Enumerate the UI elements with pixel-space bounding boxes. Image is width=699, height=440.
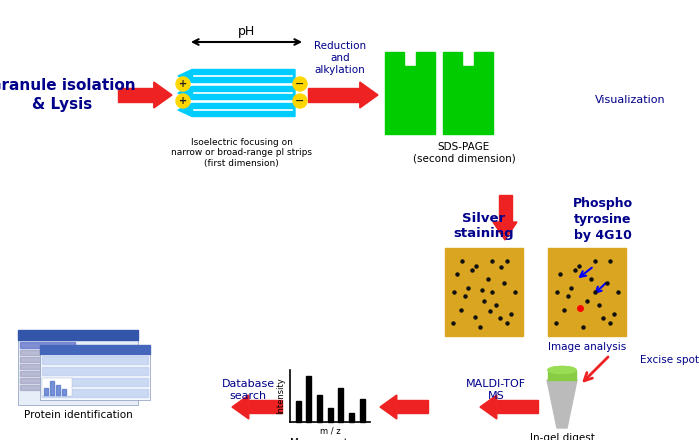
Polygon shape (154, 82, 172, 108)
Text: pH: pH (238, 26, 255, 38)
Bar (50, 381, 54, 395)
Circle shape (293, 94, 307, 108)
Polygon shape (547, 380, 577, 428)
Bar (42, 378, 72, 396)
Bar (306, 376, 311, 422)
Bar (349, 413, 354, 422)
Bar (548, 248, 626, 336)
Bar (328, 408, 333, 422)
Circle shape (293, 77, 307, 91)
Polygon shape (178, 70, 295, 82)
Bar (397, 400, 428, 414)
Polygon shape (178, 87, 295, 99)
Polygon shape (443, 52, 493, 134)
Circle shape (176, 77, 190, 91)
Text: MALDI-TOF
MS: MALDI-TOF MS (466, 379, 526, 401)
Bar (498, 195, 512, 222)
Text: +: + (179, 96, 187, 106)
Bar (20, 342, 75, 348)
Text: −: − (295, 79, 305, 89)
Bar (20, 350, 100, 355)
Text: m / z: m / z (319, 427, 340, 436)
Bar (20, 364, 85, 369)
Text: Excise spot: Excise spot (640, 355, 699, 365)
Text: Isoelectric focusing on
narrow or broad-range pI strips
(first dimension): Isoelectric focusing on narrow or broad-… (171, 138, 312, 168)
Bar (42, 356, 148, 364)
Bar (42, 378, 148, 386)
Bar (20, 385, 65, 390)
Bar (359, 399, 364, 422)
Bar (548, 370, 576, 380)
Text: SDS-PAGE
(second dimension): SDS-PAGE (second dimension) (412, 142, 515, 164)
Text: Phospho
tyrosine
by 4G10: Phospho tyrosine by 4G10 (573, 198, 633, 242)
Polygon shape (385, 52, 435, 134)
Bar (44, 388, 48, 395)
Text: In-gel digest: In-gel digest (530, 433, 594, 440)
Text: +: + (179, 79, 187, 89)
Bar (308, 88, 360, 102)
Bar (118, 88, 154, 102)
Bar (497, 400, 538, 414)
Bar (18, 330, 138, 405)
Polygon shape (178, 103, 295, 117)
Polygon shape (480, 395, 497, 419)
Polygon shape (380, 395, 397, 419)
Bar (338, 388, 343, 422)
Bar (62, 389, 66, 395)
Polygon shape (232, 395, 249, 419)
Bar (296, 401, 301, 422)
Bar (249, 400, 282, 414)
Text: Granule isolation
& Lysis: Granule isolation & Lysis (0, 77, 136, 112)
Polygon shape (360, 82, 378, 108)
Ellipse shape (548, 367, 576, 374)
Bar (317, 395, 322, 422)
Bar (42, 389, 148, 397)
Bar (20, 357, 90, 362)
Text: Database
search: Database search (222, 379, 275, 401)
Bar (20, 378, 95, 383)
Bar (445, 248, 523, 336)
Bar (18, 330, 138, 340)
Bar (40, 345, 150, 354)
Text: Reduction
and
alkylation: Reduction and alkylation (314, 41, 366, 75)
Text: Visualization: Visualization (595, 95, 665, 105)
Circle shape (176, 94, 190, 108)
Bar (20, 371, 75, 376)
Text: −: − (295, 96, 305, 106)
Text: Silver
staining: Silver staining (454, 212, 514, 240)
Text: Image analysis: Image analysis (548, 342, 626, 352)
Bar (56, 385, 60, 395)
Text: Intensity: Intensity (276, 378, 285, 414)
Bar (42, 367, 148, 375)
Text: Protein identification: Protein identification (24, 410, 132, 420)
Bar (40, 345, 150, 400)
Polygon shape (493, 222, 517, 240)
Text: Mass spectrum: Mass spectrum (291, 438, 370, 440)
